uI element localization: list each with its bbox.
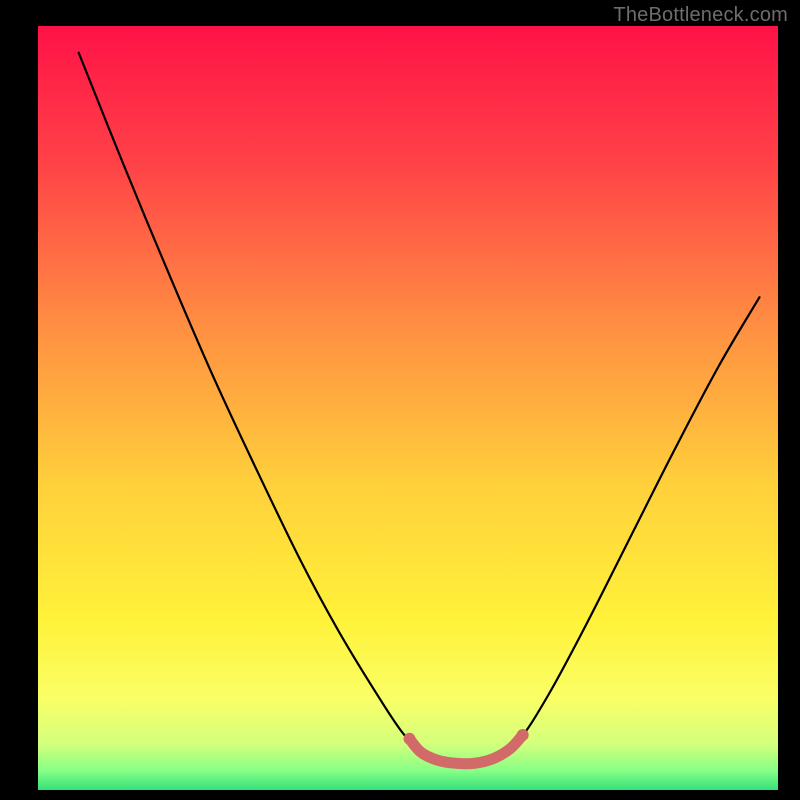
bottleneck-chart [0,0,800,800]
chart-frame: TheBottleneck.com [0,0,800,800]
watermark-label: TheBottleneck.com [613,4,788,27]
